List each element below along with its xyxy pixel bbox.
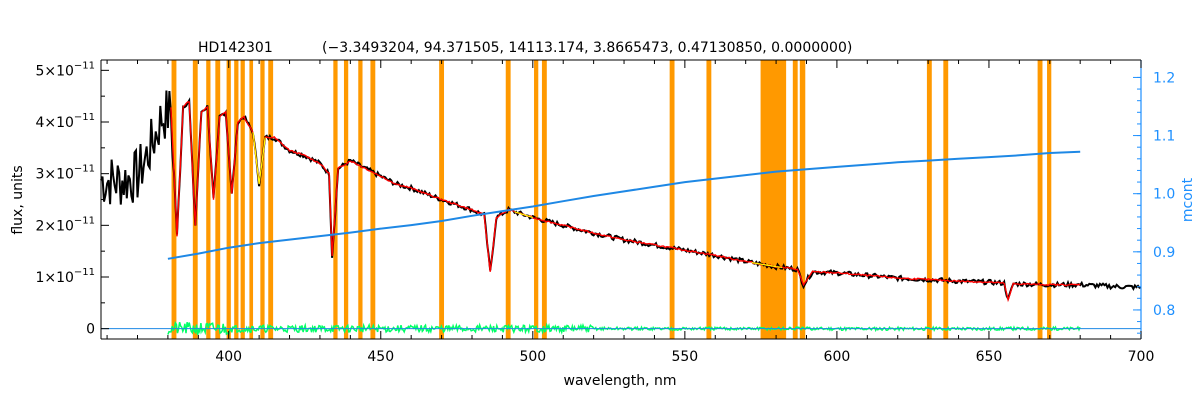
y-tick-label: 4×10−11 xyxy=(35,112,95,131)
y2-axis-ticks: 0.8 0.9 1.0 1.1 1.2 xyxy=(1133,70,1175,334)
mask-band xyxy=(370,60,376,339)
mask-band xyxy=(505,60,511,339)
mask-band xyxy=(1047,60,1052,339)
mask-band xyxy=(240,60,245,339)
x-tick-label: 450 xyxy=(367,349,394,365)
x-tick-label: 700 xyxy=(1128,349,1155,365)
chart-title: HD142301 xyxy=(198,40,273,56)
y-axis-label: flux, units xyxy=(10,165,26,234)
mask-band xyxy=(792,60,798,339)
fit-overlay xyxy=(252,132,783,268)
mask-band xyxy=(192,60,198,339)
mask-band xyxy=(760,60,787,339)
mcont-line xyxy=(167,150,1081,260)
y2-tick-label: 1.1 xyxy=(1153,129,1175,145)
y-tick-label: 1×10−11 xyxy=(35,267,95,286)
mask-band xyxy=(343,60,349,339)
mask-band xyxy=(926,60,932,339)
y2-tick-label: 1.2 xyxy=(1153,70,1175,86)
y2-axis-label: mcont xyxy=(1180,177,1196,222)
mask-band xyxy=(358,60,363,339)
masked-regions xyxy=(171,60,1052,339)
mask-band xyxy=(234,60,239,339)
x-tick-label: 400 xyxy=(215,349,242,365)
mask-band xyxy=(206,60,211,339)
x-tick-label: 600 xyxy=(824,349,851,365)
y2-tick-label: 0.9 xyxy=(1153,245,1175,261)
mask-band xyxy=(669,60,675,339)
mask-band xyxy=(943,60,949,339)
y2-tick-label: 1.0 xyxy=(1153,187,1175,203)
mask-band xyxy=(706,60,712,339)
residual-series xyxy=(101,321,1141,336)
y-axis-ticks: 0 1×10−11 2×10−11 3×10−11 4×10−11 5×10−11 xyxy=(35,60,109,338)
y-tick-label: 2×10−11 xyxy=(35,215,95,234)
mask-band xyxy=(249,60,254,339)
x-axis-label: wavelength, nm xyxy=(564,373,677,389)
mcont-series xyxy=(167,150,1081,260)
chart-subtitle: (−3.3493204, 94.371505, 14113.174, 3.866… xyxy=(322,40,852,56)
mask-band xyxy=(1037,60,1043,339)
mask-band xyxy=(799,60,806,339)
x-axis-ticks: 400 450 500 550 600 650 700 xyxy=(106,60,1155,365)
fit-overlay-segment xyxy=(751,261,783,268)
x-tick-label: 500 xyxy=(519,349,546,365)
y-tick-label: 0 xyxy=(86,322,95,338)
y2-tick-label: 0.8 xyxy=(1153,303,1175,319)
x-tick-label: 550 xyxy=(671,349,698,365)
model-spectrum-series xyxy=(170,101,1081,303)
mask-band xyxy=(260,60,265,339)
fit-overlay-segment xyxy=(514,211,533,219)
mask-band xyxy=(541,60,547,339)
mask-band xyxy=(171,60,177,339)
model-line xyxy=(170,101,1081,303)
mask-band xyxy=(268,60,274,339)
fit-overlay-segment xyxy=(252,132,266,185)
y-tick-label: 3×10−11 xyxy=(35,164,95,183)
mask-band xyxy=(226,60,231,339)
x-tick-label: 650 xyxy=(976,349,1003,365)
y-tick-label: 5×10−11 xyxy=(35,60,95,79)
mask-band xyxy=(215,60,221,339)
mask-band xyxy=(534,60,539,339)
